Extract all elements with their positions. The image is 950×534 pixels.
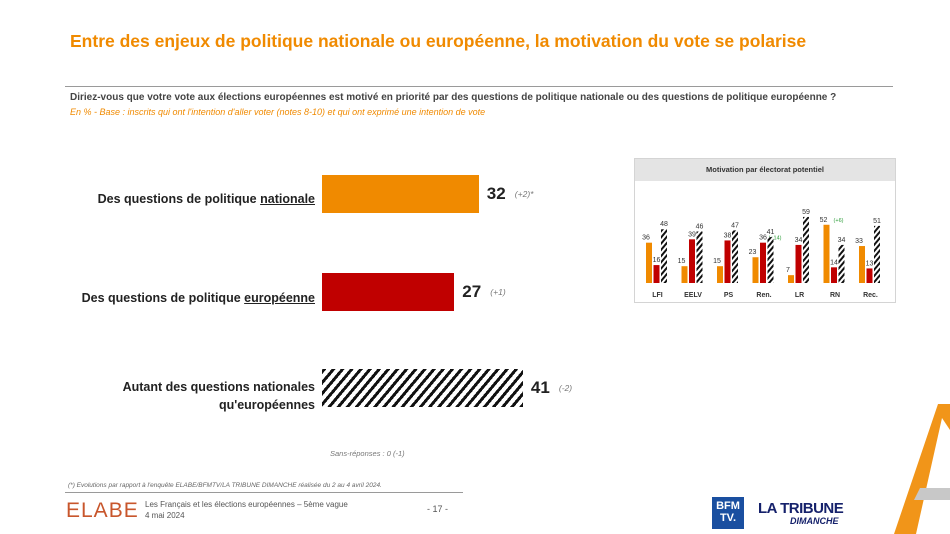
inset-value-label: 46	[696, 223, 704, 230]
inset-value-label: 38	[724, 232, 732, 239]
inset-value-label: 47	[731, 222, 739, 229]
page-title: Entre des enjeux de politique nationale …	[70, 31, 807, 51]
value-label: 32	[486, 184, 506, 203]
inset-value-label: 34	[838, 237, 846, 244]
inset-category-label: EELV	[684, 292, 702, 299]
category-label-line: Autant des questions nationales	[122, 380, 315, 394]
category-label-emphasis: européenne	[244, 291, 315, 305]
inset-bar-autant	[661, 229, 667, 283]
category-label-text: Des questions de politique	[81, 291, 245, 305]
inset-value-label: 16	[653, 257, 661, 264]
inset-value-label: 33	[855, 238, 863, 245]
value-label: 27	[462, 282, 482, 301]
inset-value-label: 15	[678, 258, 686, 265]
inset-bar-europeenne	[653, 265, 660, 283]
bar-nationale	[322, 175, 479, 213]
category-label-autant: Autant des questions nationales qu'europ…	[123, 378, 315, 414]
value-label: 41	[530, 378, 550, 397]
bfmtv-logo: BFM TV.	[712, 497, 744, 529]
inset-bar-autant	[767, 237, 774, 283]
inset-value-label: 34	[795, 237, 803, 244]
inset-bar-nationale	[717, 266, 723, 283]
inset-bar-europeenne	[724, 240, 731, 283]
evolution-label: (-2)	[558, 383, 573, 393]
inset-bar-nationale	[681, 266, 688, 283]
inset-bar-autant	[874, 225, 880, 283]
inset-bar-europeenne	[760, 242, 766, 283]
category-label-emphasis: nationale	[260, 192, 315, 206]
inset-category-label: Rec.	[863, 292, 878, 299]
inset-bar-autant	[732, 230, 738, 283]
inset-value-label: 51	[873, 218, 881, 225]
bar-autant	[322, 369, 523, 407]
category-label-line: qu'européennes	[218, 398, 315, 412]
inset-bar-autant	[696, 231, 703, 283]
divider	[65, 86, 893, 87]
elabe-logo: ELABE	[66, 499, 139, 522]
study-date: 4 mai 2024	[145, 511, 185, 520]
inset-value-label: 23	[749, 249, 757, 256]
inset-bar-nationale	[788, 275, 794, 283]
study-name: Les Français et les élections européenne…	[145, 500, 348, 509]
page-number: - 17 -	[427, 504, 449, 514]
inset-evolution-label: (+6)	[834, 218, 844, 224]
inset-value-label: 41	[767, 229, 775, 236]
footnote: (*) Evolutions par rapport à l'enquête E…	[68, 482, 382, 489]
la-tribune-logo: LA TRIBUNE	[758, 500, 844, 517]
inset-bar-nationale	[752, 257, 759, 283]
inset-value-label: 52	[820, 217, 828, 224]
inset-value-label: 59	[802, 209, 810, 216]
category-label-nationale: Des questions de politique nationale	[98, 190, 315, 208]
inset-value-label: 36	[759, 235, 767, 242]
bar-europeenne	[322, 273, 455, 311]
divider	[65, 492, 463, 493]
inset-category-label: LFI	[652, 292, 663, 299]
decorative-a-logo	[894, 404, 950, 534]
inset-bar-nationale	[823, 224, 830, 283]
inset-category-label: RN	[830, 292, 840, 299]
category-label-text: Des questions de politique	[97, 192, 261, 206]
inset-value-label: 13	[866, 260, 874, 267]
survey-question: Diriez-vous que votre vote aux élections…	[70, 92, 837, 103]
no-answer-note: Sans-réponses : 0 (-1)	[330, 449, 405, 458]
inset-bar-europeenne	[795, 244, 802, 283]
la-tribune-logo-sub: DIMANCHE	[790, 516, 839, 526]
inset-bar-nationale	[646, 242, 652, 283]
survey-base: En % - Base : inscrits qui ont l'intenti…	[70, 107, 486, 117]
inset-bar-nationale	[859, 246, 865, 283]
inset-bar-autant	[803, 216, 809, 283]
inset-value-label: 14	[830, 259, 838, 266]
inset-bar-autant	[838, 244, 845, 283]
evolution-label: (+1)	[490, 287, 506, 297]
inset-category-label: PS	[724, 292, 734, 299]
inset-bar-europeenne	[831, 267, 837, 283]
inset-category-label: Ren.	[756, 292, 771, 299]
inset-value-label: 7	[786, 267, 790, 274]
inset-category-label: LR	[795, 292, 804, 299]
inset-evolution-label: (+14)	[769, 236, 782, 242]
inset-value-label: 15	[713, 258, 721, 265]
inset-chart-title: Motivation par électorat potentiel	[635, 159, 895, 181]
inset-bar-europeenne	[866, 268, 873, 283]
evolution-label: (+2)*	[514, 189, 534, 199]
inset-value-label: 48	[660, 221, 668, 228]
inset-value-label: 39	[688, 231, 696, 238]
inset-value-label: 36	[642, 235, 650, 242]
category-label-europeenne: Des questions de politique européenne	[82, 289, 315, 307]
inset-bar-europeenne	[689, 239, 695, 283]
